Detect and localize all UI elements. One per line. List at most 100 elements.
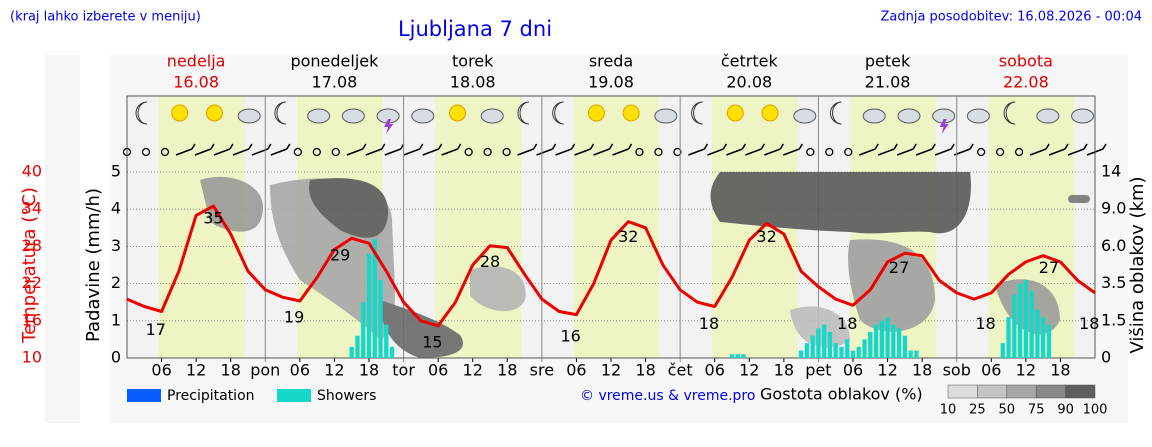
wind-barb xyxy=(536,143,557,156)
day-name: četrtek xyxy=(721,52,779,71)
precip-bar xyxy=(361,302,366,358)
day-date: 16.08 xyxy=(173,73,219,92)
y-tick-label: 0 xyxy=(111,348,121,367)
x-tick-label: 18 xyxy=(635,361,655,380)
x-tick-label: čet xyxy=(668,361,693,380)
cloud-icon xyxy=(654,108,678,124)
temperature-extreme: 27 xyxy=(889,258,909,277)
legend-label: Showers xyxy=(317,388,376,404)
wind-calm xyxy=(293,147,302,157)
temperature-tick-label: 22 xyxy=(22,273,42,292)
temperature-extreme: 35 xyxy=(203,209,223,228)
temperature-extreme: 19 xyxy=(284,308,304,327)
wind-calm xyxy=(976,147,986,157)
plot-frame xyxy=(126,95,1096,359)
y-axis-label: Padavine (mm/h) xyxy=(83,188,104,342)
cloud xyxy=(1068,195,1090,203)
y-tick-label: 5 xyxy=(111,162,121,181)
wind-barb xyxy=(422,143,443,156)
wind-calm xyxy=(995,147,1005,157)
background-layer xyxy=(122,96,1107,362)
density-swatch xyxy=(1035,384,1066,399)
temperature-extreme: 28 xyxy=(480,252,500,271)
wind-calm xyxy=(483,147,492,157)
left-strip xyxy=(45,55,80,423)
moon-icon xyxy=(1003,101,1016,125)
precip-bar xyxy=(850,350,856,358)
precip-bar xyxy=(902,335,908,358)
precip-bar xyxy=(729,354,735,358)
wind-barb xyxy=(403,143,424,156)
precip-bar xyxy=(349,346,354,358)
wind-barb xyxy=(194,143,215,156)
precip-bar xyxy=(1017,283,1023,358)
x-tick-label: 06 xyxy=(705,361,725,380)
cloud-height-tick-label: 6.0 xyxy=(1101,236,1126,255)
precip-bar xyxy=(389,346,395,358)
wind-calm xyxy=(654,147,663,157)
wind-calm xyxy=(844,147,853,157)
copyright: © vreme.us & vreme.pro xyxy=(580,388,755,404)
temperature-extreme: 18 xyxy=(1079,314,1099,333)
precip-bar xyxy=(378,279,383,358)
x-tick-label: 06 xyxy=(290,361,310,380)
x-tick-label: 06 xyxy=(566,361,586,380)
day-name: sobota xyxy=(999,52,1053,71)
wind-barb xyxy=(707,143,728,156)
cloud xyxy=(848,239,935,332)
x-tick-label: sre xyxy=(530,361,554,380)
temperature-tick-label: 40 xyxy=(22,162,42,181)
density-swatch xyxy=(947,384,978,399)
y-tick-label: 3 xyxy=(111,236,121,255)
wind-barb xyxy=(764,143,784,156)
moon-icon xyxy=(830,101,842,125)
wind-calm xyxy=(160,147,170,157)
wind-barb xyxy=(1029,143,1050,156)
day-date: 18.08 xyxy=(450,73,496,92)
wind-barb xyxy=(213,143,234,156)
wind-barb xyxy=(877,143,898,156)
cloud-height-tick-label: 14 xyxy=(1101,162,1121,181)
day-date: 20.08 xyxy=(726,73,772,92)
precip-bar xyxy=(896,328,902,358)
precip-bar xyxy=(1023,279,1029,358)
bolt-icon xyxy=(384,119,394,134)
density-tick-label: 75 xyxy=(1028,403,1045,418)
wind-barb xyxy=(175,143,196,156)
legend-swatch xyxy=(127,389,161,402)
cloud xyxy=(470,266,526,312)
precip-bar xyxy=(873,324,879,358)
sun-icon xyxy=(171,104,189,122)
cloud-icon xyxy=(897,108,921,124)
wind-barb xyxy=(688,143,709,156)
cloud-icon xyxy=(307,108,331,124)
day-name: petek xyxy=(865,52,911,71)
wind-calm xyxy=(312,147,321,157)
x-tick-label: pet xyxy=(805,361,831,380)
x-tick-label: 12 xyxy=(739,361,759,380)
sun-icon xyxy=(587,104,605,122)
density-swatch xyxy=(1065,384,1096,399)
cloud xyxy=(790,306,850,348)
x-tick-label: 18 xyxy=(912,361,932,380)
precip-bar xyxy=(1000,343,1005,358)
wind-barb xyxy=(365,143,386,156)
moon-icon xyxy=(517,101,530,125)
cloud-icon xyxy=(1036,108,1060,124)
wind-barb xyxy=(232,143,253,156)
x-tick-label: 18 xyxy=(359,361,379,380)
wind-calm xyxy=(464,147,473,157)
density-tick-label: 50 xyxy=(999,403,1016,418)
x-tick-label: 18 xyxy=(221,361,241,380)
temperature-tick-label: 16 xyxy=(22,310,42,329)
cloud-icon xyxy=(862,108,886,124)
precip-bar xyxy=(366,253,372,358)
sun-icon xyxy=(205,104,223,122)
precip-bar xyxy=(384,324,389,358)
x-tick-label: 12 xyxy=(601,361,621,380)
cloud-icon xyxy=(966,108,990,124)
temperature-extreme: 32 xyxy=(756,227,776,246)
precip-bar xyxy=(1006,317,1011,358)
x-tick-label: 06 xyxy=(981,361,1001,380)
sun-icon xyxy=(622,104,640,122)
